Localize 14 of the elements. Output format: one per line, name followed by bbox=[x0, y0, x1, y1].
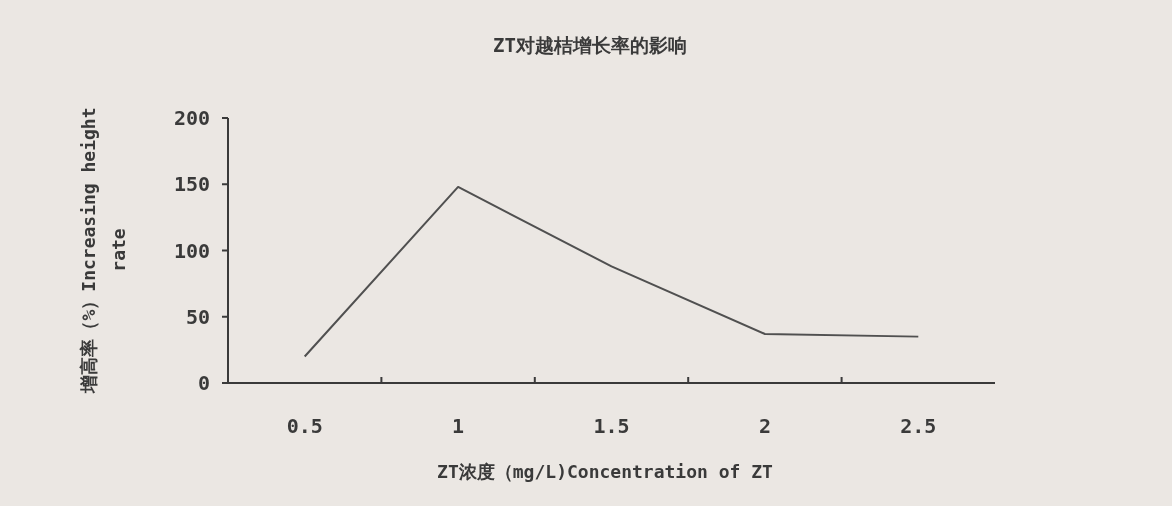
y-axis-title: 增高率（%）Increasing height rate bbox=[78, 107, 129, 394]
y-tick-label: 100 bbox=[173, 238, 210, 263]
y-tick-label: 50 bbox=[185, 304, 210, 329]
x-tick-label: 1 bbox=[452, 414, 465, 438]
y-tick-label: 150 bbox=[173, 172, 210, 197]
line-series bbox=[303, 185, 920, 358]
y-tick-label: 0 bbox=[197, 371, 210, 395]
y-tick-label: 200 bbox=[173, 106, 210, 130]
x-tick-label: 2 bbox=[758, 414, 771, 438]
chart-title: ZT对越桔增长率的影响 bbox=[493, 34, 687, 56]
x-axis-title: ZT浓度（mg/L)Concentration of ZT bbox=[437, 461, 774, 482]
x-tick-label: 2.5 bbox=[900, 414, 937, 438]
x-tick-label: 1.5 bbox=[593, 414, 630, 438]
x-tick-label: 0.5 bbox=[286, 414, 323, 438]
